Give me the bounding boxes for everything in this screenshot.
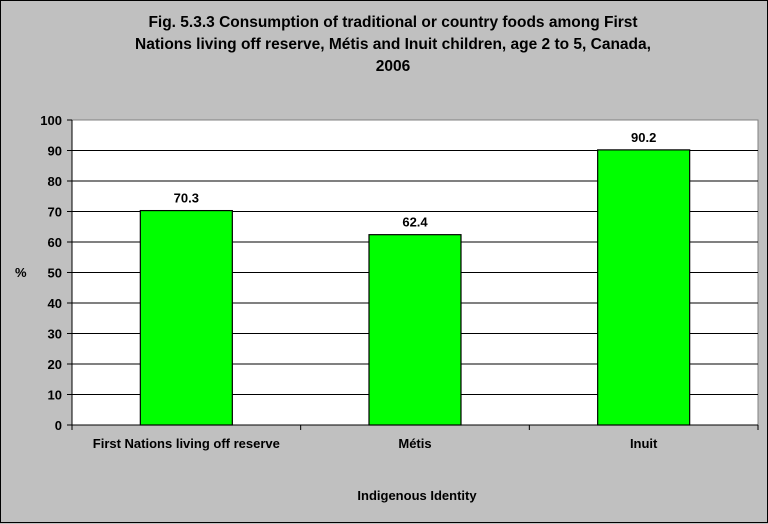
bar <box>368 234 462 426</box>
y-tick-label: 60 <box>48 235 62 250</box>
y-tick-label: 20 <box>48 357 62 372</box>
y-tick-label: 30 <box>48 327 62 342</box>
x-axis-title: Indigenous Identity <box>357 488 477 503</box>
y-axis-title: % <box>15 265 27 280</box>
y-tick-label: 100 <box>40 113 62 128</box>
chart-title-line-3: 2006 <box>376 58 411 75</box>
bars <box>139 149 691 426</box>
data-labels: 70.3 62.4 90.2 <box>174 130 657 230</box>
y-tick-label: 0 <box>55 418 62 433</box>
bar <box>597 149 691 426</box>
chart-title-line-2: Nations living off reserve, Métis and In… <box>135 36 651 53</box>
chart-title: Fig. 5.3.3 Consumption of traditional or… <box>135 14 651 75</box>
chart-title-line-1: Fig. 5.3.3 Consumption of traditional or… <box>148 14 637 31</box>
axes <box>67 119 759 430</box>
data-label: 62.4 <box>402 215 428 230</box>
y-tick-label: 10 <box>48 388 62 403</box>
x-tick-labels: First Nations living off reserve Métis Inu… <box>93 436 658 451</box>
data-label: 70.3 <box>174 191 199 206</box>
x-tick-label: First Nations living off reserve <box>93 436 280 451</box>
y-tick-labels: 0 10 20 30 40 50 60 70 80 90 100 <box>40 113 62 433</box>
y-tick-label: 70 <box>48 205 62 220</box>
y-tick-label: 40 <box>48 296 62 311</box>
y-tick-label: 90 <box>48 144 62 159</box>
y-tick-label: 80 <box>48 174 62 189</box>
y-tick-label: 50 <box>48 266 62 281</box>
x-tick-label: Métis <box>398 436 431 451</box>
bar <box>139 209 233 426</box>
x-tick-label: Inuit <box>630 436 658 451</box>
data-label: 90.2 <box>631 130 656 145</box>
